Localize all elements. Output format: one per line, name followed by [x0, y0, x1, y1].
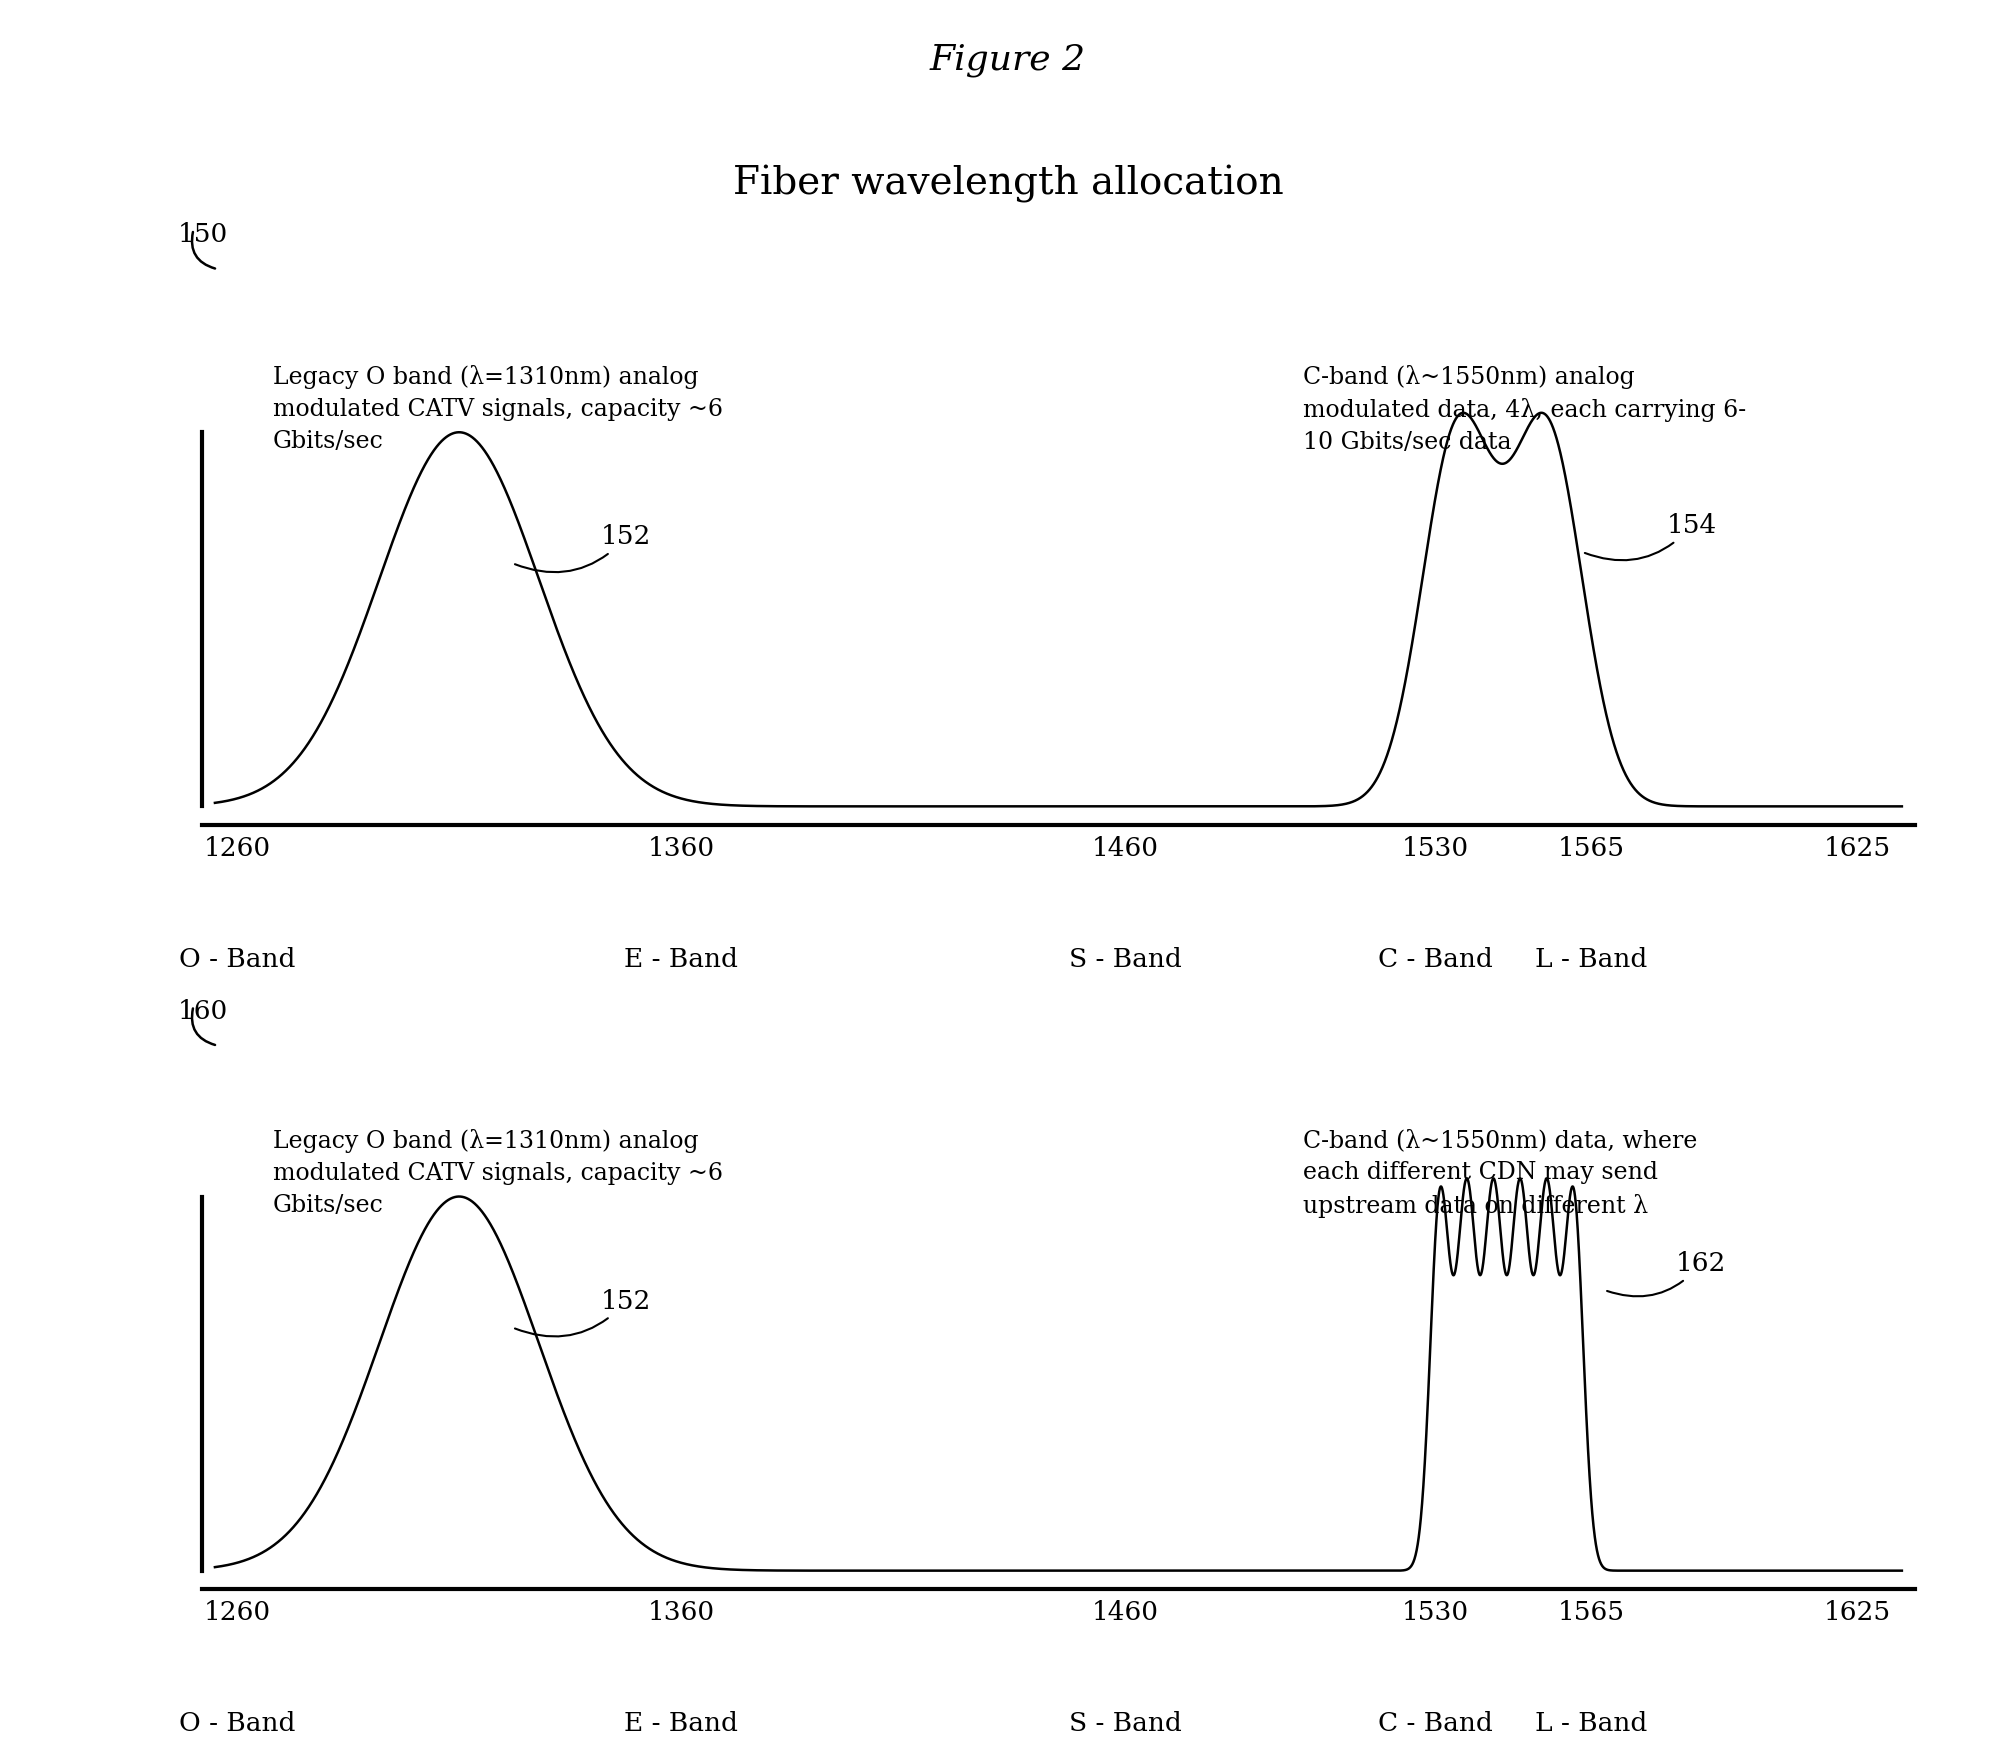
Text: 162: 162 [1607, 1251, 1726, 1296]
Text: Legacy O band (λ=1310nm) analog
modulated CATV signals, capacity ~6
Gbits/sec: Legacy O band (λ=1310nm) analog modulate… [272, 365, 722, 453]
Text: C - Band: C - Band [1379, 947, 1494, 971]
Text: L - Band: L - Band [1534, 947, 1647, 971]
Text: E - Band: E - Band [625, 1711, 738, 1735]
Text: Legacy O band (λ=1310nm) analog
modulated CATV signals, capacity ~6
Gbits/sec: Legacy O band (λ=1310nm) analog modulate… [272, 1129, 722, 1218]
Text: S - Band: S - Band [1068, 947, 1181, 971]
Text: Figure 2: Figure 2 [929, 43, 1087, 78]
Text: O - Band: O - Band [179, 1711, 294, 1735]
Text: 152: 152 [514, 1289, 651, 1336]
Text: S - Band: S - Band [1068, 1711, 1181, 1735]
Text: O - Band: O - Band [179, 947, 294, 971]
Text: 150: 150 [177, 222, 228, 247]
Text: C-band (λ~1550nm) data, where
each different CDN may send
upstream data on diffe: C-band (λ~1550nm) data, where each diffe… [1302, 1129, 1697, 1218]
Text: 152: 152 [514, 525, 651, 571]
Text: E - Band: E - Band [625, 947, 738, 971]
Text: C-band (λ~1550nm) analog
modulated data, 4λ, each carrying 6-
10 Gbits/sec data: C-band (λ~1550nm) analog modulated data,… [1302, 365, 1746, 455]
Text: Fiber wavelength allocation: Fiber wavelength allocation [732, 165, 1284, 203]
Text: 154: 154 [1585, 512, 1718, 561]
Text: C - Band: C - Band [1379, 1711, 1494, 1735]
Text: L - Band: L - Band [1534, 1711, 1647, 1735]
Text: 160: 160 [177, 999, 228, 1023]
